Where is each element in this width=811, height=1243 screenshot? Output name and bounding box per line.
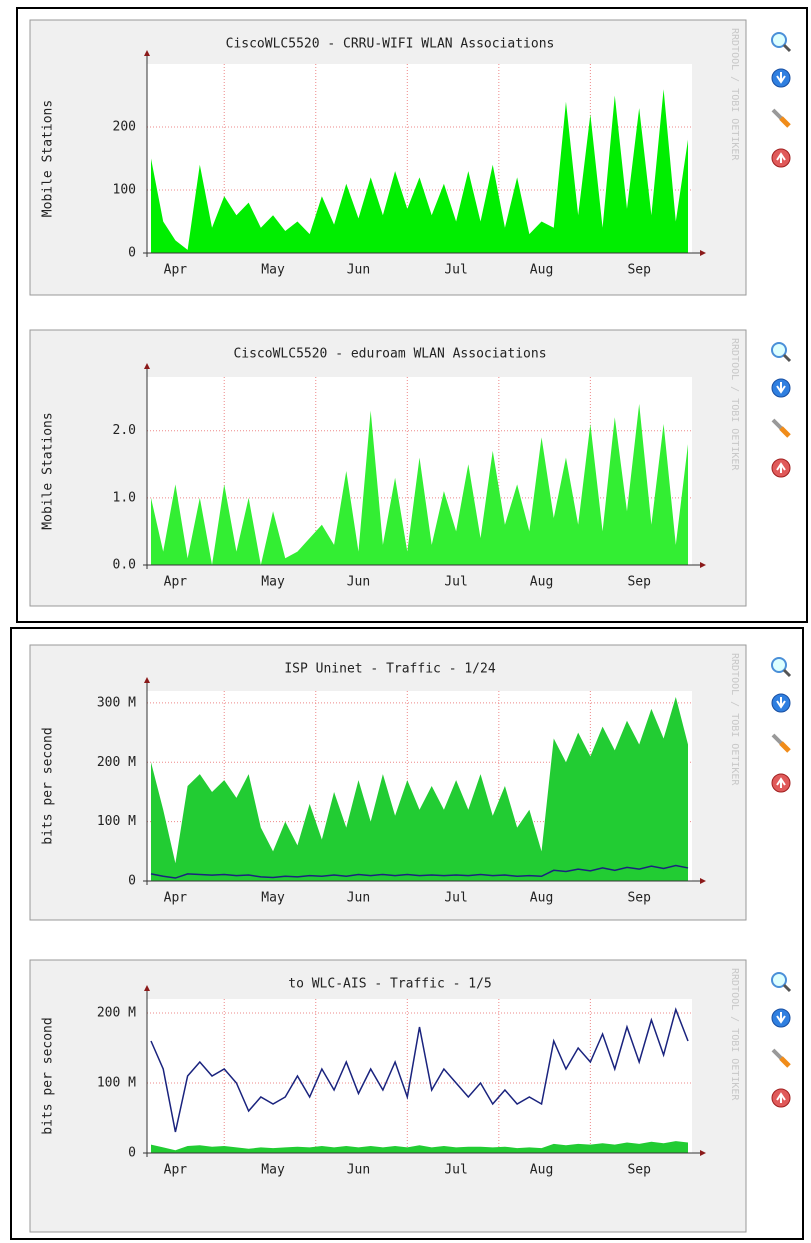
x-tick-label: Jun [347, 263, 370, 278]
y-tick-label: 0 [128, 1146, 136, 1161]
settings-icon[interactable] [773, 110, 789, 126]
y-tick-label: 200 [113, 120, 136, 135]
y-tick-label: 200 M [97, 1006, 136, 1021]
credit: RRDTOOL / TOBI OETIKER [729, 653, 740, 786]
graph-panel: to WLC-AIS - Traffic - 1/5 bits per secon… [30, 960, 790, 1232]
chart-title: ISP Uninet - Traffic - 1/24 [284, 662, 495, 677]
zoom-icon[interactable] [772, 658, 790, 676]
settings-icon[interactable] [773, 735, 789, 751]
download-icon[interactable] [772, 1009, 790, 1027]
x-tick-label: May [261, 575, 285, 590]
zoom-icon-handle [784, 45, 790, 51]
x-tick-label: Sep [627, 1163, 651, 1178]
settings-icon-grip [781, 428, 789, 436]
y-tick-label: 2.0 [113, 423, 136, 438]
zoom-icon-lens [772, 658, 786, 672]
top-icon[interactable] [772, 774, 790, 792]
x-tick-label: Jul [444, 263, 467, 278]
download-icon[interactable] [772, 379, 790, 397]
x-tick-label: May [261, 263, 285, 278]
x-tick-label: Apr [164, 1163, 188, 1178]
plot-background [147, 999, 692, 1153]
chart-title: CiscoWLC5520 - CRRU-WIFI WLAN Associatio… [226, 37, 555, 52]
y-tick-label: 1.0 [113, 490, 136, 505]
settings-icon-grip [781, 743, 789, 751]
y-tick-label: 0 [128, 874, 136, 889]
zoom-icon[interactable] [772, 33, 790, 51]
chart-title: to WLC-AIS - Traffic - 1/5 [288, 977, 492, 992]
top-icon[interactable] [772, 459, 790, 477]
x-tick-label: May [261, 891, 285, 906]
x-tick-label: Jun [347, 575, 370, 590]
zoom-icon-handle [784, 355, 790, 361]
zoom-icon[interactable] [772, 343, 790, 361]
x-tick-label: Aug [530, 575, 553, 590]
y-tick-label: 100 M [97, 814, 136, 829]
download-icon[interactable] [772, 69, 790, 87]
y-tick-label: 0 [128, 246, 136, 261]
zoom-icon-lens [772, 973, 786, 987]
zoom-icon-lens [772, 343, 786, 357]
x-tick-label: Aug [530, 891, 553, 906]
y-axis-label: Mobile Stations [41, 100, 56, 217]
x-tick-label: Sep [627, 575, 651, 590]
x-tick-label: May [261, 1163, 285, 1178]
y-axis-label: bits per second [41, 727, 56, 844]
x-tick-label: Jun [347, 891, 370, 906]
x-tick-label: Jul [444, 891, 467, 906]
x-tick-label: Aug [530, 263, 553, 278]
chart-title: CiscoWLC5520 - eduroam WLAN Associations [233, 347, 546, 362]
credit: RRDTOOL / TOBI OETIKER [729, 968, 740, 1101]
settings-icon[interactable] [773, 1050, 789, 1066]
x-tick-label: Jul [444, 1163, 467, 1178]
download-icon[interactable] [772, 694, 790, 712]
y-axis-label: Mobile Stations [41, 412, 56, 529]
top-icon[interactable] [772, 1089, 790, 1107]
settings-icon-grip [781, 1058, 789, 1066]
x-tick-label: Jul [444, 575, 467, 590]
zoom-icon[interactable] [772, 973, 790, 991]
graph-panel: ISP Uninet - Traffic - 1/24 bits per seco… [30, 645, 790, 920]
y-tick-label: 100 M [97, 1076, 136, 1091]
zoom-icon-handle [784, 670, 790, 676]
settings-icon-grip [781, 118, 789, 126]
x-tick-label: Jun [347, 1163, 370, 1178]
x-tick-label: Sep [627, 263, 651, 278]
page: {"chart_data": [ {"type": "area", "title… [0, 0, 811, 1243]
settings-icon[interactable] [773, 420, 789, 436]
zoom-icon-handle [784, 985, 790, 991]
top-icon[interactable] [772, 149, 790, 167]
y-tick-label: 200 M [97, 755, 136, 770]
credit: RRDTOOL / TOBI OETIKER [729, 28, 740, 161]
credit: RRDTOOL / TOBI OETIKER [729, 338, 740, 471]
x-tick-label: Aug [530, 1163, 553, 1178]
y-tick-label: 0.0 [113, 558, 136, 573]
x-tick-label: Apr [164, 575, 188, 590]
zoom-icon-lens [772, 33, 786, 47]
screenshot: CiscoWLC5520 - CRRU-WIFI WLAN Associatio… [0, 0, 811, 1243]
y-tick-label: 300 M [97, 695, 136, 710]
y-tick-label: 100 [113, 183, 136, 198]
graph-panel: CiscoWLC5520 - CRRU-WIFI WLAN Associatio… [30, 20, 790, 295]
x-tick-label: Sep [627, 891, 651, 906]
x-tick-label: Apr [164, 891, 188, 906]
y-axis-label: bits per second [41, 1017, 56, 1134]
graph-panel: CiscoWLC5520 - eduroam WLAN Associations… [30, 330, 790, 606]
x-tick-label: Apr [164, 263, 188, 278]
